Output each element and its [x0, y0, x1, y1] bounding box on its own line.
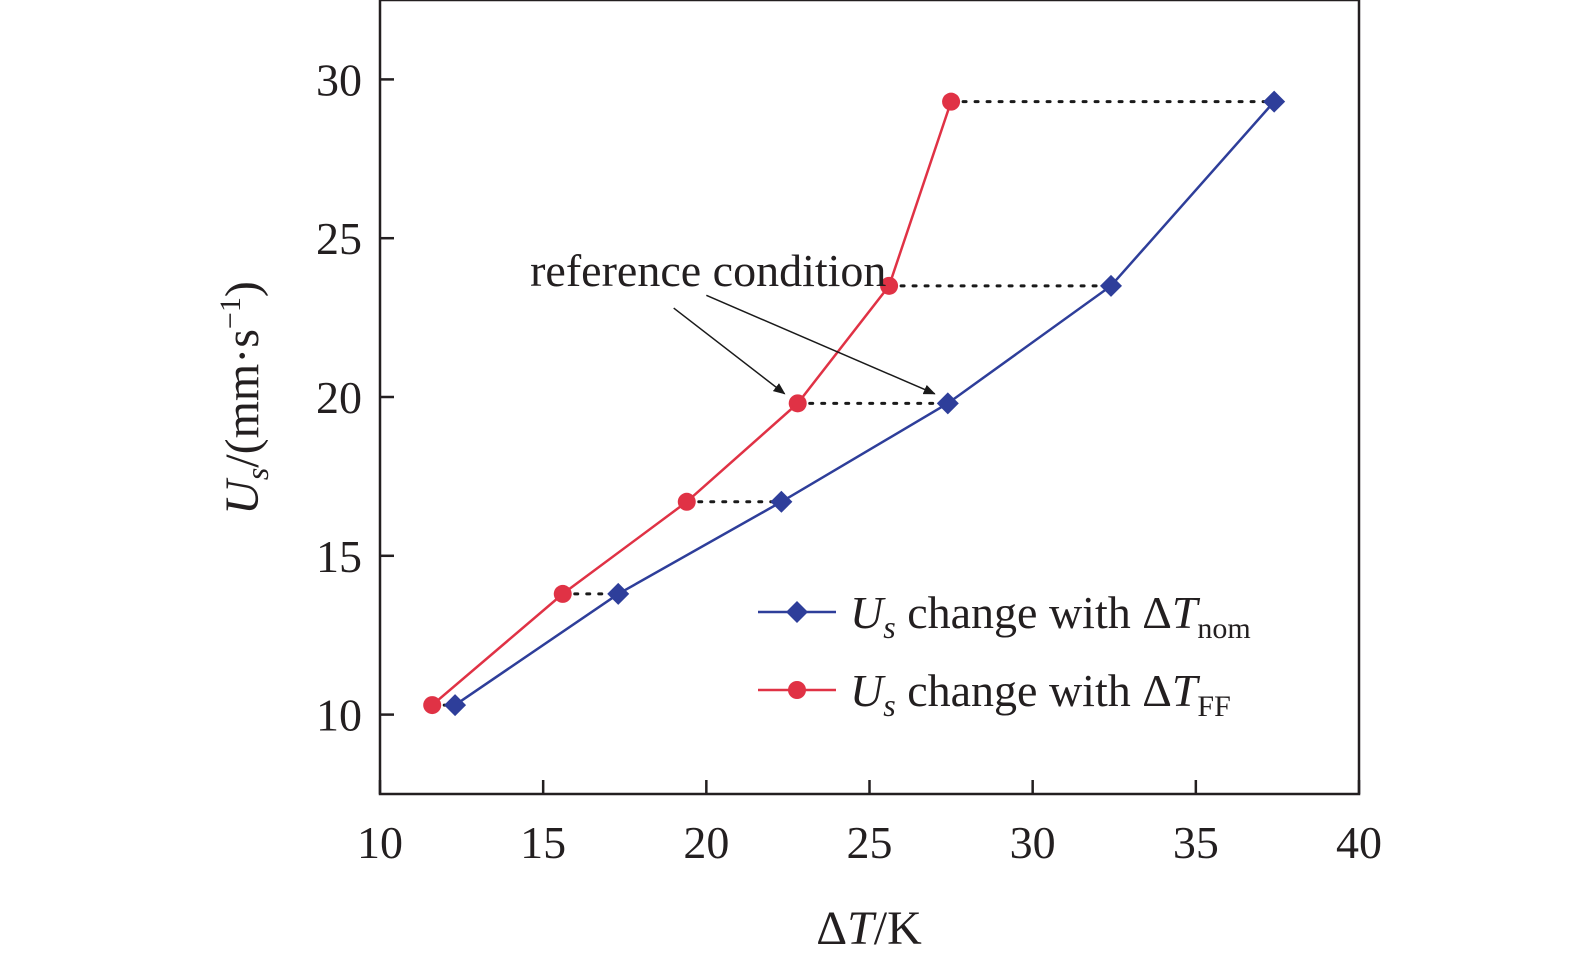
legend-marker-nom [786, 601, 808, 623]
annotation-text: reference condition [530, 245, 886, 296]
annotation-arrow [706, 294, 936, 395]
legend-label-sub2: nom [1197, 612, 1250, 645]
legend-marker-ff [788, 681, 806, 699]
x-axis-label-unit: /K [874, 902, 922, 955]
y-axis-label: Us/(mm·s−1) [214, 281, 275, 515]
y-axis-label-unit: /(mm·s [216, 329, 269, 468]
series-line-ff [431, 101, 953, 707]
series-nom [444, 90, 1286, 717]
legend-item-nom: Us change with ΔTnom [758, 587, 1251, 645]
legend-label-sub: s [883, 687, 895, 723]
x-axis-label-var: T [847, 902, 877, 955]
x-tick-label: 10 [357, 817, 403, 868]
legend-label-nom: Us change with ΔTnom [850, 587, 1251, 645]
x-axis-label: ΔT/K [816, 902, 922, 955]
y-axis-label-sub: s [239, 468, 275, 480]
data-point-ff [423, 696, 442, 715]
x-axis-ticks: 10 15 20 25 30 35 40 [357, 780, 1382, 868]
series-group [423, 90, 1286, 717]
data-point-nom [1099, 274, 1122, 297]
x-tick-label: 20 [683, 817, 729, 868]
annotation-arrow [673, 307, 786, 395]
data-point-ff [788, 394, 807, 413]
legend-label-var: U [850, 665, 886, 716]
data-point-nom [1263, 90, 1286, 113]
legend-label-sub2: FF [1197, 690, 1230, 723]
legend-label-var2: T [1172, 665, 1201, 716]
data-point-ff [553, 584, 572, 603]
y-axis-label-exp: −1 [214, 297, 247, 329]
data-point-ff [880, 276, 899, 295]
y-tick-label: 15 [316, 531, 362, 582]
data-point-ff [942, 92, 961, 111]
data-point-nom [444, 694, 467, 717]
y-tick-label: 10 [316, 690, 362, 741]
x-tick-label: 40 [1336, 817, 1382, 868]
legend-label-text: change with Δ [896, 665, 1172, 716]
y-tick-label: 25 [316, 213, 362, 264]
x-tick-label: 15 [520, 817, 566, 868]
legend-label-sub: s [883, 609, 895, 645]
y-axis-label-var: U [216, 477, 269, 515]
legend-item-ff: Us change with ΔTFF [758, 665, 1231, 723]
data-point-nom [936, 392, 959, 415]
x-tick-label: 35 [1173, 817, 1219, 868]
data-point-nom [607, 582, 630, 605]
legend-label-text: change with Δ [896, 587, 1172, 638]
y-axis-ticks: 10 15 20 25 30 [316, 54, 394, 741]
data-point-ff [677, 492, 696, 511]
y-tick-label: 30 [316, 54, 362, 105]
y-tick-label: 20 [316, 372, 362, 423]
x-tick-label: 30 [1010, 817, 1056, 868]
series-line-nom [454, 100, 1276, 707]
x-axis-label-delta: Δ [816, 902, 847, 955]
x-tick-label: 25 [847, 817, 893, 868]
series-ff [423, 92, 961, 715]
legend-label-var2: T [1172, 587, 1201, 638]
data-point-nom [770, 490, 793, 513]
legend-label-var: U [850, 587, 886, 638]
legend-label-ff: Us change with ΔTFF [850, 665, 1231, 723]
y-axis-label-close: ) [216, 281, 269, 297]
annotation-group: reference condition [530, 245, 936, 395]
